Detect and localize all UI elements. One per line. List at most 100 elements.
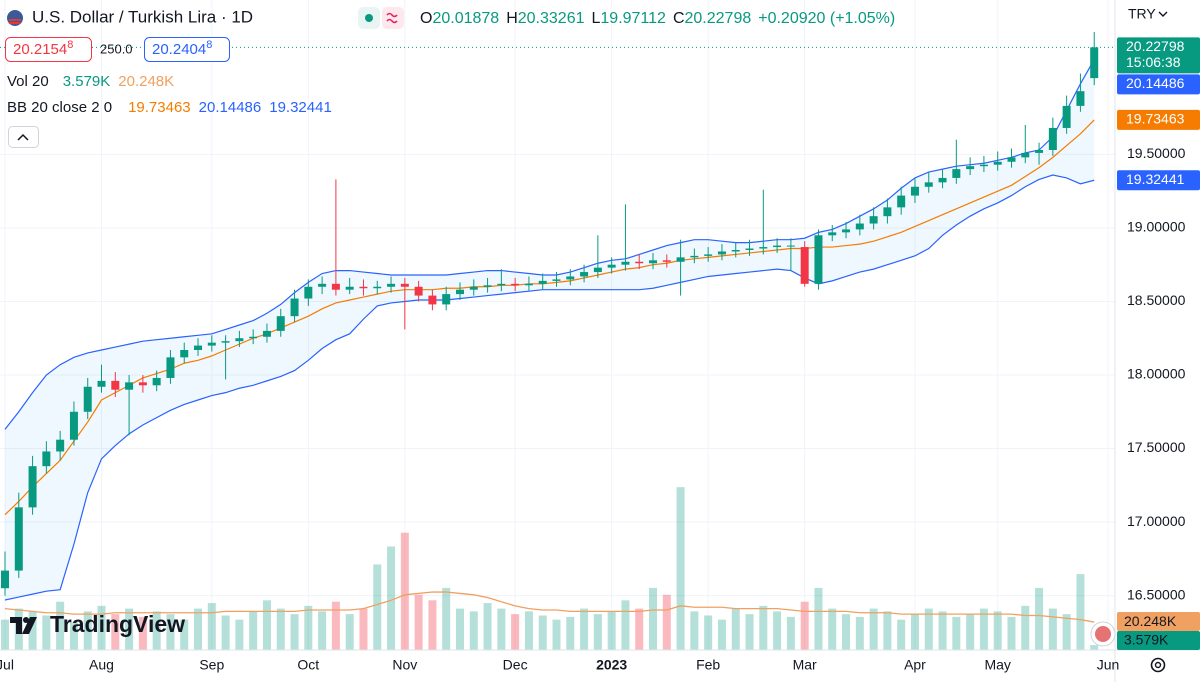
y-tick-label: 18.50000	[1127, 292, 1186, 308]
volume-bar	[1021, 605, 1030, 650]
volume-bar	[580, 608, 589, 650]
delayed-icon	[386, 12, 398, 24]
x-tick-label: Oct	[297, 657, 319, 673]
candle-body	[883, 207, 892, 217]
volume-bar	[731, 608, 740, 650]
volume-bar	[621, 600, 630, 650]
y-tick-label: 18.00000	[1127, 366, 1186, 382]
volume-bar	[97, 605, 106, 650]
candle-body	[249, 336, 258, 339]
candle-body	[993, 161, 1002, 165]
candle-body	[924, 182, 933, 187]
volume-bar	[607, 611, 616, 650]
volume-last: 3.579K	[63, 73, 111, 90]
candle-body	[938, 177, 947, 183]
volume-bar	[28, 611, 37, 650]
volume-bar	[497, 608, 506, 650]
candle-body	[511, 283, 520, 286]
volume-bar	[883, 611, 892, 650]
buy-button[interactable]	[144, 37, 230, 62]
legend-label: Vol 20	[7, 73, 49, 90]
bb-lower-last: 19.32441	[269, 99, 332, 116]
y-tick-label: 17.00000	[1127, 513, 1186, 529]
volume-bar	[511, 614, 520, 650]
currency-select[interactable]: TRY	[1128, 6, 1156, 22]
candle-body	[483, 285, 492, 287]
volume-bar	[759, 605, 768, 650]
volume-bar	[524, 611, 533, 650]
candle-body	[83, 386, 92, 412]
volume-bar	[635, 608, 644, 650]
logo-dot	[23, 617, 29, 623]
volume-bar	[138, 616, 147, 650]
sell-button[interactable]	[5, 37, 92, 62]
volume-bar	[207, 603, 216, 650]
volume-bar	[910, 614, 919, 650]
delayed-button[interactable]	[382, 7, 404, 29]
volume-bar	[966, 614, 975, 650]
price-tag	[1117, 37, 1200, 74]
bb-upper-last: 20.14486	[199, 99, 262, 116]
label: O	[420, 10, 432, 27]
volume-bar	[842, 614, 851, 650]
candle-body	[552, 279, 561, 281]
candle-body	[290, 298, 299, 317]
candle-body	[1021, 152, 1030, 158]
x-tick-label: Jun	[1097, 657, 1120, 673]
volume-bar	[717, 619, 726, 650]
candle-body	[469, 286, 478, 290]
volume-bar	[469, 611, 478, 650]
bb-legend: BB 20 close 2 0 19.73463 20.14486 19.32441	[7, 99, 332, 116]
volume-bar	[855, 616, 864, 650]
candle-body	[1007, 157, 1016, 162]
volume-bar	[773, 611, 782, 650]
x-tick-label: Feb	[696, 657, 720, 673]
settings-button[interactable]	[1150, 657, 1166, 673]
price-sup: 8	[67, 39, 73, 51]
price-tag	[1117, 170, 1200, 191]
volume-bar	[428, 600, 437, 650]
collapse-button[interactable]	[8, 126, 39, 148]
volume-bar	[414, 594, 423, 650]
candle-body	[152, 377, 161, 386]
volume-bar	[1007, 616, 1016, 650]
volume-bar	[662, 594, 671, 650]
spread: 250.0	[100, 41, 133, 56]
volume-bar	[649, 587, 658, 650]
sell-price: 20.21548	[13, 39, 73, 58]
candle-body	[194, 345, 203, 350]
volume-bar	[1048, 608, 1057, 650]
candle-body	[455, 289, 464, 295]
buy-price: 20.24048	[152, 39, 212, 58]
volume-bar	[993, 611, 1002, 650]
price-tag	[1117, 109, 1200, 130]
volume-bar	[952, 616, 961, 650]
volume-bar	[400, 532, 409, 650]
volume-bar	[276, 608, 285, 650]
candle-body	[731, 250, 740, 252]
countdown-label: 15:06:38	[1126, 54, 1181, 70]
label: L	[591, 10, 600, 27]
volume-ma-tag	[1117, 612, 1200, 632]
candle-body	[304, 286, 313, 299]
candle-body	[428, 295, 437, 305]
candle-body	[69, 411, 78, 440]
flag-icon	[1095, 626, 1111, 642]
candle-body	[759, 247, 768, 249]
x-tick-label: Apr	[904, 657, 926, 673]
volume-bar	[442, 587, 451, 650]
x-tick-label: Sep	[199, 657, 224, 673]
volume-ma-last: 20.248K	[118, 73, 174, 90]
price: 20.2404	[152, 41, 206, 58]
candle-body	[910, 186, 919, 196]
candle-body	[138, 382, 147, 386]
candle-body	[180, 350, 189, 358]
y-tick-label: 19.00000	[1127, 219, 1186, 235]
candle-body	[524, 283, 533, 286]
volume-bar	[69, 622, 78, 650]
candle-body	[14, 507, 23, 571]
candle-body	[97, 380, 106, 387]
volume-bar	[690, 611, 699, 650]
ohlc-values: O20.01878 H20.33261 L19.97112 C20.22798 +0.2…	[420, 10, 895, 27]
